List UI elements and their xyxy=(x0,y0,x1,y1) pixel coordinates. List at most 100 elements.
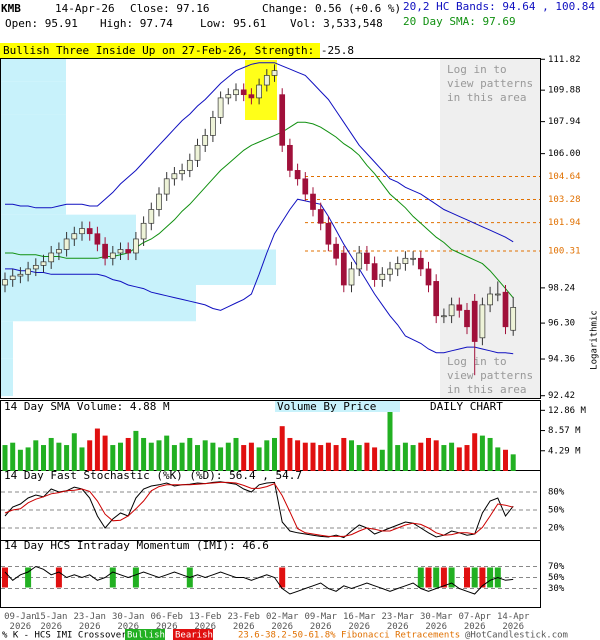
crossover-signal xyxy=(425,567,432,588)
candle-body xyxy=(464,309,470,328)
candle-body xyxy=(94,233,101,245)
y-axis-label: Logarithmic xyxy=(590,310,600,370)
indicator-line xyxy=(5,198,514,355)
notice: view patterns xyxy=(447,77,533,90)
volume-bar xyxy=(325,442,331,471)
x-tick-label: 23-Feb 2026 xyxy=(227,612,260,632)
candle-body xyxy=(348,268,355,286)
candle-body xyxy=(186,159,193,171)
candle-body xyxy=(63,238,70,250)
crossover-signal xyxy=(109,567,116,588)
notice: view patterns xyxy=(447,369,533,382)
volume-bar xyxy=(295,440,301,471)
sma: 20 Day SMA: 97.69 xyxy=(403,15,516,28)
candle-body xyxy=(448,304,455,317)
x-tick-label: 14-Apr 2026 xyxy=(497,612,530,632)
title-bg xyxy=(1,541,321,551)
vbp-title: Volume By Price xyxy=(277,400,376,413)
y-tick-label: 109.88 xyxy=(548,86,581,96)
bearish-key xyxy=(173,629,213,640)
bands: 20,2 HC Bands: 94.64 , 100.84 xyxy=(403,0,595,13)
volume-by-price-bar xyxy=(1,114,66,147)
volume-by-price-bar xyxy=(1,285,196,322)
fib-label: 101.94 xyxy=(548,218,581,228)
volume-bar xyxy=(472,433,478,471)
volume-bar xyxy=(125,437,131,471)
candle-body xyxy=(487,293,493,306)
volume-bar xyxy=(395,445,401,471)
volume-bar xyxy=(426,437,431,471)
volume-bar xyxy=(195,445,200,471)
y-tick-label: 94.36 xyxy=(548,355,575,365)
volume-bar xyxy=(287,437,293,471)
volume-bar xyxy=(118,442,123,471)
candle-body xyxy=(356,252,363,270)
notice: Log in to xyxy=(447,355,507,368)
candle-body xyxy=(441,315,447,318)
candle-body xyxy=(102,243,108,259)
candle-body xyxy=(325,222,332,245)
change: Change: 0.56 (+0.6 %) xyxy=(262,2,401,15)
volume-by-price-bar xyxy=(1,180,66,215)
candle-body xyxy=(240,89,247,96)
volume-bar xyxy=(179,442,185,471)
candle-body xyxy=(256,84,262,99)
pattern-text: Bullish Three Inside Up on 27-Feb-26, St… xyxy=(3,44,354,57)
candle-body xyxy=(140,222,147,240)
candle-body xyxy=(263,75,270,86)
volume-bar xyxy=(164,435,170,471)
x-tick-label: 09-Jan 2026 xyxy=(4,612,37,632)
candle-body xyxy=(71,233,78,240)
candle-body xyxy=(425,268,432,286)
volume-bar xyxy=(256,447,262,471)
volume-bar xyxy=(356,445,362,471)
vbp-title-bg xyxy=(275,401,400,412)
candle-body xyxy=(210,117,216,136)
candle-body xyxy=(287,144,293,171)
fib-label: 103.28 xyxy=(548,195,581,205)
x-tick-label: 30-Jan 2026 xyxy=(112,612,145,632)
candle-body xyxy=(410,257,416,260)
notice: Log in to xyxy=(447,63,507,76)
candle-body xyxy=(25,268,31,275)
volume-bar xyxy=(479,435,485,471)
volume-bar xyxy=(171,445,177,471)
open: Open: 95.91 xyxy=(5,17,78,30)
volume-bar xyxy=(233,437,239,471)
panel-label: DAILY CHART xyxy=(430,400,503,413)
volume-bar xyxy=(372,447,378,471)
low: Low: 95.61 xyxy=(200,17,266,30)
volume-bar xyxy=(71,433,77,471)
candle-body xyxy=(202,135,209,146)
crossover-signal xyxy=(440,567,447,588)
volume-bar xyxy=(248,442,254,471)
candle-body xyxy=(379,273,386,280)
volume-bar xyxy=(503,449,508,471)
candle-body xyxy=(48,252,55,263)
volume-bar xyxy=(456,447,462,471)
volume-bar xyxy=(33,440,39,471)
candle-body xyxy=(456,304,463,311)
crossover-signal xyxy=(464,567,470,588)
volume-bar xyxy=(279,426,285,471)
x-tick-label: 06-Feb 2026 xyxy=(150,612,183,632)
panel-title: 14 Day Fast Stochastic (%K) (%D): 56.4 ,… xyxy=(4,469,302,482)
volume-bar xyxy=(387,409,393,471)
volume-bar xyxy=(218,447,224,471)
candle-body xyxy=(502,291,509,328)
indicator-line xyxy=(5,121,514,299)
candle-body xyxy=(86,228,93,235)
y-tick-label: 106.00 xyxy=(548,149,581,159)
candle-body xyxy=(364,252,370,264)
crossover-signal xyxy=(2,567,8,588)
high: High: 97.74 xyxy=(100,17,173,30)
volume-bar xyxy=(148,442,154,471)
candle-body xyxy=(394,263,401,270)
volume-bar xyxy=(17,449,23,471)
date: 14-Apr-26 xyxy=(55,2,115,15)
volume-bar xyxy=(449,442,455,471)
pattern-banner xyxy=(0,43,320,58)
x-tick-label: 07-Apr 2026 xyxy=(458,612,491,632)
volume-bar xyxy=(41,445,46,471)
